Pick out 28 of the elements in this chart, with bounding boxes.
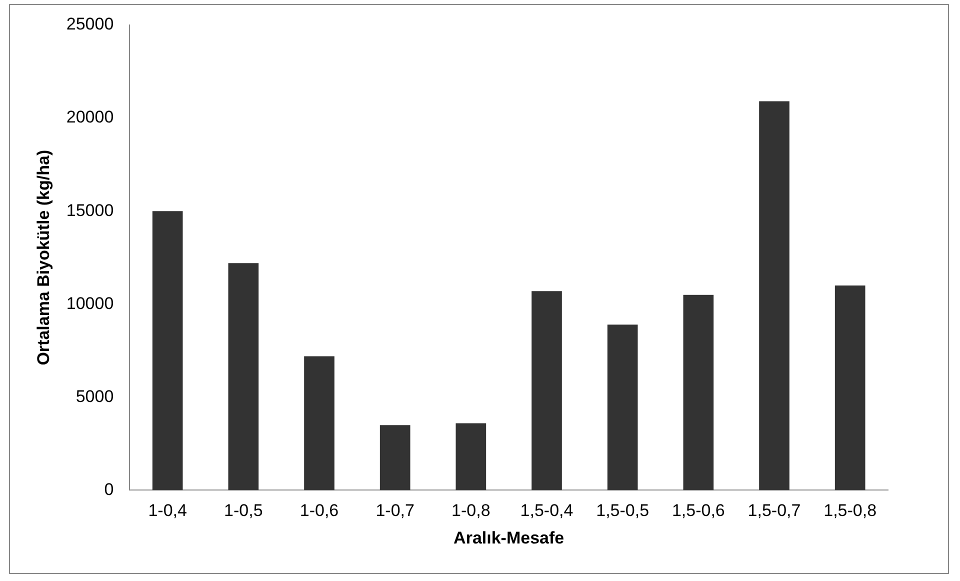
- bar: [380, 425, 410, 490]
- x-tick-label: 1,5-0,7: [748, 501, 801, 520]
- x-axis-title: Aralık-Mesafe: [454, 528, 564, 548]
- x-tick-label: 1-0,5: [224, 501, 263, 520]
- y-tick-label: 5000: [76, 386, 114, 406]
- x-tick-label: 1,5-0,4: [520, 501, 574, 520]
- y-tick-label: 10000: [66, 294, 114, 313]
- x-tick-label: 1,5-0,6: [672, 501, 725, 520]
- bar: [228, 263, 259, 490]
- bar: [834, 286, 866, 490]
- bar: [152, 211, 183, 490]
- x-tick-label: 1,5-0,8: [824, 501, 877, 520]
- bar: [304, 356, 334, 490]
- x-tick-label: 1-0,6: [300, 501, 339, 520]
- x-tick-label: 1,5-0,5: [596, 501, 650, 520]
- bar: [532, 291, 562, 490]
- y-axis-title: Ortalama Biyokütle (kg/ha): [34, 150, 53, 366]
- x-tick-label: 1-0,4: [148, 501, 187, 520]
- bar: [759, 101, 790, 490]
- x-tick-label: 1-0,7: [376, 501, 414, 520]
- x-tick-label: 1-0,8: [452, 501, 490, 520]
- y-tick-label: 20000: [66, 108, 114, 127]
- y-tick-label: 15000: [66, 200, 114, 220]
- bar: [683, 294, 714, 490]
- bar: [456, 423, 486, 490]
- bar: [607, 324, 638, 490]
- y-tick-label: 25000: [66, 14, 114, 34]
- y-tick-label: 0: [104, 480, 114, 499]
